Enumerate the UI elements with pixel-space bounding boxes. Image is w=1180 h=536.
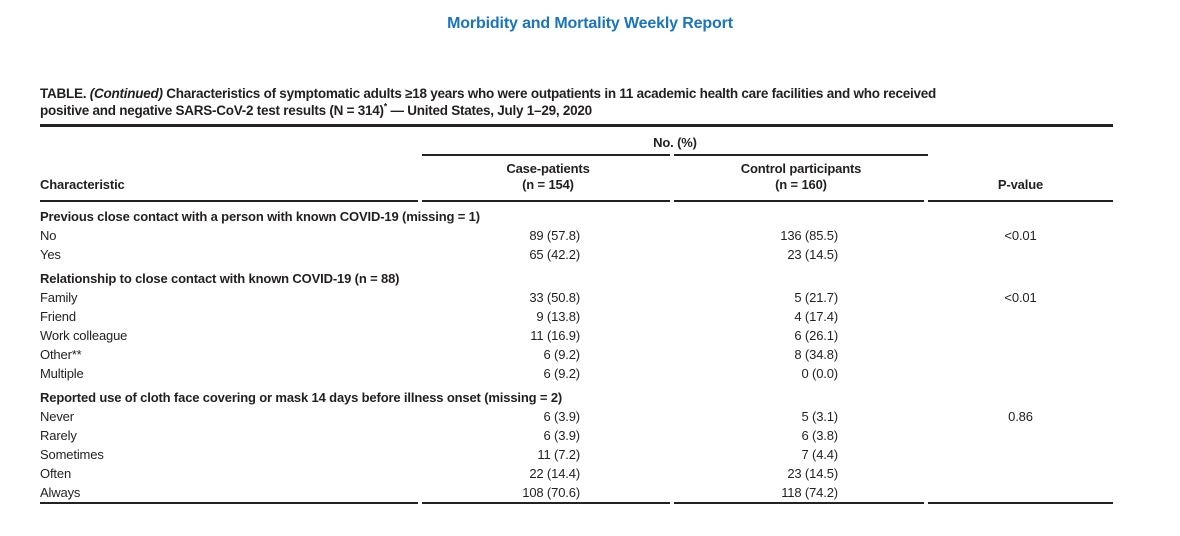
row-label: No [40, 228, 57, 243]
control-value: 23 (14.5) [787, 466, 838, 481]
control-value: 23 (14.5) [787, 247, 838, 262]
case-header-line1: Case-patients [506, 161, 590, 176]
section-label: Relationship to close contact with known… [40, 271, 400, 286]
footnote-asterisk: * [383, 101, 388, 111]
column-header-row: Characteristic Case-patients (n = 154) C… [40, 156, 1113, 200]
row-label: Sometimes [40, 447, 104, 462]
pvalue-value [928, 445, 1113, 464]
control-value: 8 (34.8) [794, 347, 838, 362]
case-value: 33 (50.8) [529, 290, 580, 305]
table-row: Rarely 6 (3.9) 6 (3.8) [40, 426, 1113, 445]
control-header-line1: Control participants [740, 161, 862, 176]
control-value: 0 (0.0) [801, 366, 838, 381]
row-label: Friend [40, 309, 76, 324]
table-row: Work colleague 11 (16.9) 6 (26.1) [40, 326, 1113, 345]
case-value: 9 (13.8) [536, 309, 580, 324]
spanner-row: No. (%) [40, 127, 1113, 154]
pvalue-value [928, 364, 1113, 383]
pvalue-value [928, 483, 1113, 502]
table-row: Never 6 (3.9) 5 (3.1) 0.86 [40, 407, 1113, 426]
row-label: Other** [40, 347, 82, 362]
col-header-characteristic: Characteristic [40, 177, 125, 192]
table-title-line2: positive and negative SARS-CoV-2 test re… [40, 102, 384, 118]
table-container: TABLE. (Continued) Characteristics of sy… [40, 86, 1113, 504]
table-title-tail: — United States, July 1–29, 2020 [390, 102, 593, 118]
spanner-rule-segment [422, 154, 670, 156]
table-row: Multiple 6 (9.2) 0 (0.0) [40, 364, 1113, 383]
row-label: Work colleague [40, 328, 128, 343]
table-section-row: Previous close contact with a person wit… [40, 202, 1113, 226]
table-title-label: TABLE. [40, 86, 87, 101]
table-row: Sometimes 11 (7.2) 7 (4.4) [40, 445, 1113, 464]
pvalue-value [928, 464, 1113, 483]
control-value: 5 (21.7) [794, 290, 838, 305]
case-value: 22 (14.4) [529, 466, 580, 481]
table-row: Often 22 (14.4) 23 (14.5) [40, 464, 1113, 483]
table-row: Always 108 (70.6) 118 (74.2) [40, 483, 1113, 502]
table-bottom-rule [40, 502, 1113, 504]
control-value: 5 (3.1) [801, 409, 838, 424]
control-header-n: (n = 160) [775, 176, 827, 192]
control-value: 136 (85.5) [780, 228, 838, 243]
pvalue-value [928, 245, 1113, 264]
pvalue-value: <0.01 [1004, 228, 1037, 243]
case-value: 6 (9.2) [543, 366, 580, 381]
pvalue-value [928, 345, 1113, 364]
pvalue-value: 0.86 [1008, 409, 1033, 424]
case-value: 11 (16.9) [530, 328, 580, 343]
col-header-control-participants: Control participants (n = 160) [674, 156, 928, 200]
case-value: 65 (42.2) [529, 247, 580, 262]
control-value: 4 (17.4) [794, 309, 838, 324]
section-label: Reported use of cloth face covering or m… [40, 390, 563, 405]
control-value: 6 (3.8) [801, 428, 838, 443]
case-value: 6 (3.9) [543, 428, 580, 443]
row-label: Family [40, 290, 78, 305]
case-value: 108 (70.6) [522, 485, 580, 500]
case-value: 11 (7.2) [537, 447, 580, 462]
control-value: 7 (4.4) [801, 447, 838, 462]
pvalue-value [928, 326, 1113, 345]
row-label: Always [40, 485, 81, 500]
journal-running-header: Morbidity and Mortality Weekly Report [447, 15, 733, 32]
table-row: Yes 65 (42.2) 23 (14.5) [40, 245, 1113, 264]
table-title-line1: Characteristics of symptomatic adults ≥1… [166, 86, 936, 101]
col-header-pvalue: P-value [997, 177, 1044, 192]
case-value: 89 (57.8) [529, 228, 580, 243]
spanner-rule-segment [674, 154, 928, 156]
case-value: 6 (9.2) [543, 347, 580, 362]
row-label: Never [40, 409, 74, 424]
row-label: Yes [40, 247, 61, 262]
table-title: TABLE. (Continued) Characteristics of sy… [40, 86, 1113, 119]
spanner-label: No. (%) [653, 135, 697, 150]
section-label: Previous close contact with a person wit… [40, 209, 480, 224]
table-row: Other** 6 (9.2) 8 (34.8) [40, 345, 1113, 364]
case-value: 6 (3.9) [543, 409, 580, 424]
table-title-continued: (Continued) [89, 86, 163, 101]
table-row: No 89 (57.8) 136 (85.5) <0.01 [40, 226, 1113, 245]
table-body: Previous close contact with a person wit… [40, 202, 1113, 502]
control-value: 6 (26.1) [794, 328, 838, 343]
header-bottom-rule [40, 200, 1113, 202]
table-row: Friend 9 (13.8) 4 (17.4) [40, 307, 1113, 326]
row-label: Often [40, 466, 72, 481]
pvalue-value: <0.01 [1004, 290, 1037, 305]
row-label: Multiple [40, 366, 84, 381]
table-section-row: Reported use of cloth face covering or m… [40, 383, 1113, 407]
table-row: Family 33 (50.8) 5 (21.7) <0.01 [40, 288, 1113, 307]
pvalue-value [928, 307, 1113, 326]
pvalue-value [928, 426, 1113, 445]
spanner-rule [40, 154, 1113, 156]
table-section-row: Relationship to close contact with known… [40, 264, 1113, 288]
control-value: 118 (74.2) [781, 485, 838, 500]
row-label: Rarely [40, 428, 77, 443]
col-header-case-patients: Case-patients (n = 154) [422, 156, 674, 200]
title-rule [40, 124, 1113, 127]
case-header-n: (n = 154) [522, 176, 574, 192]
